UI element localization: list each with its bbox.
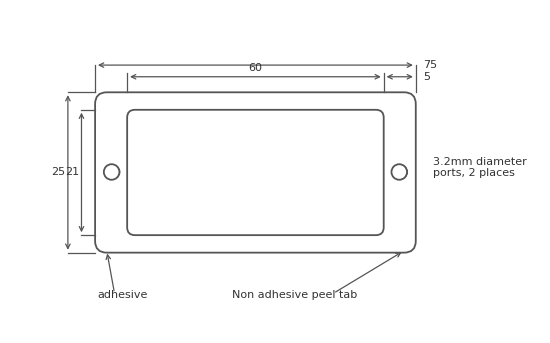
Text: Non adhesive peel tab: Non adhesive peel tab xyxy=(232,289,357,299)
Text: 25: 25 xyxy=(51,167,65,177)
Text: 3.2mm diameter
ports, 2 places: 3.2mm diameter ports, 2 places xyxy=(433,157,527,178)
Circle shape xyxy=(104,164,119,180)
Text: 60: 60 xyxy=(249,63,262,73)
Text: adhesive: adhesive xyxy=(97,289,147,299)
Text: 75: 75 xyxy=(424,60,438,70)
Text: 21: 21 xyxy=(65,167,80,177)
Circle shape xyxy=(392,164,407,180)
Text: 5: 5 xyxy=(424,72,431,82)
